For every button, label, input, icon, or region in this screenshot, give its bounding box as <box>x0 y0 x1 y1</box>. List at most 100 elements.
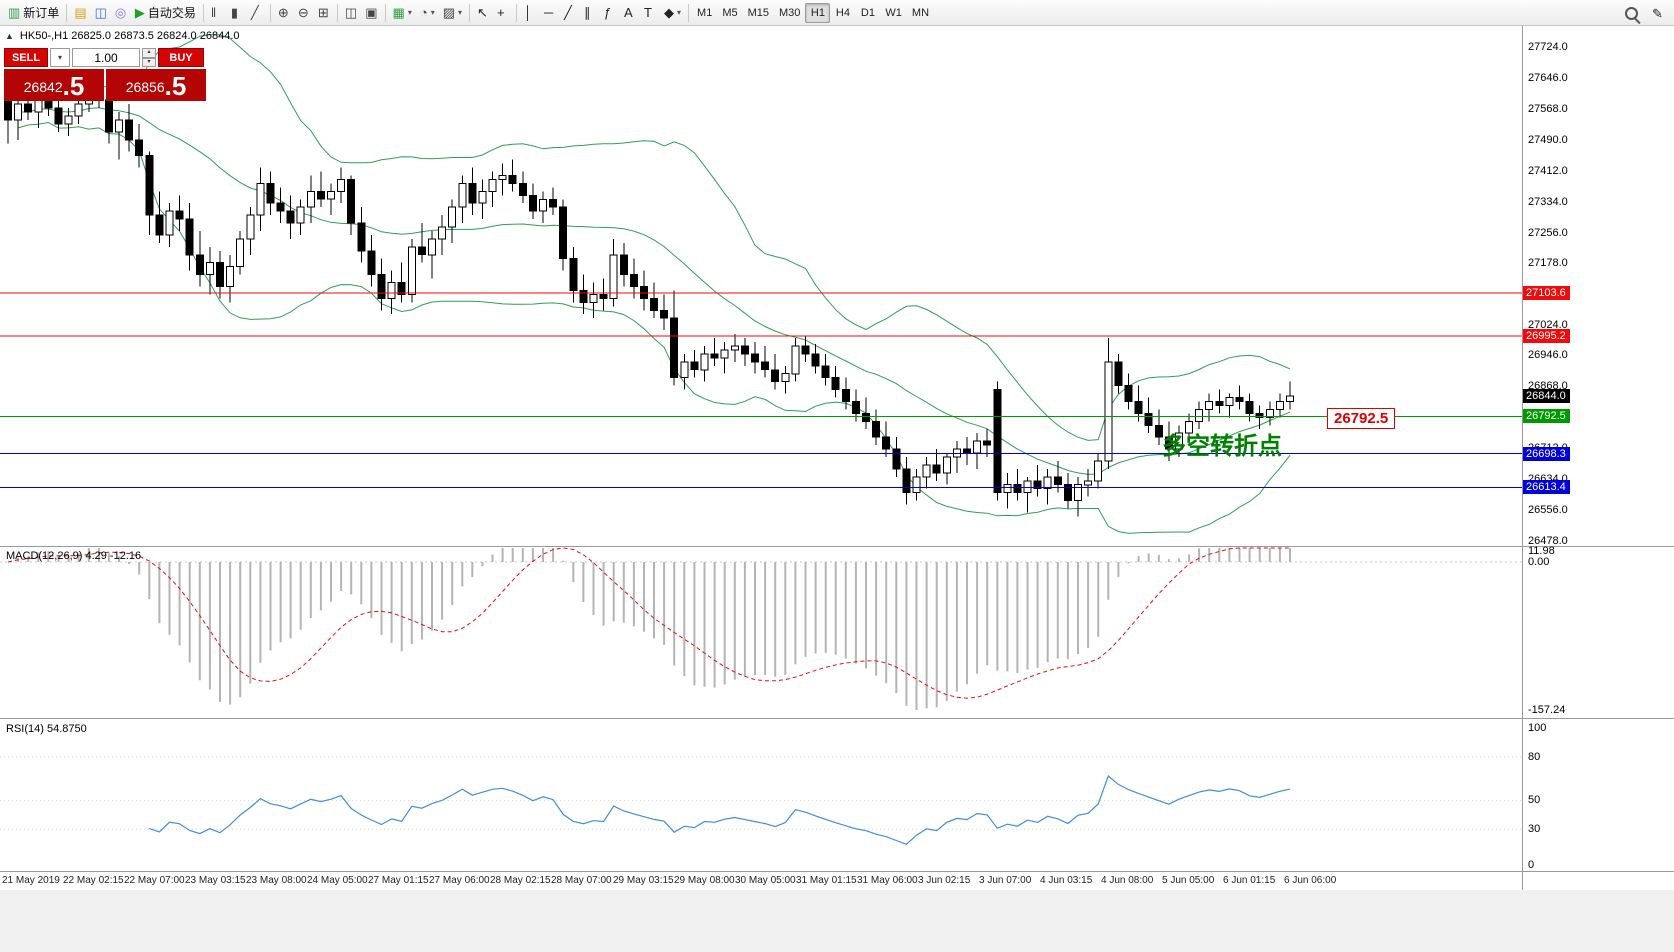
time-label: 29 May 08:00 <box>674 875 735 886</box>
candle <box>1185 420 1194 434</box>
sell-price-display[interactable]: 26842.5 <box>4 69 104 101</box>
candle <box>983 440 992 446</box>
order-type-dropdown[interactable]: ▾ <box>50 48 70 67</box>
price-tick: 27178.0 <box>1528 257 1568 270</box>
time-axis-separator <box>0 871 1674 872</box>
candle <box>791 345 800 375</box>
candle <box>226 266 235 287</box>
candle <box>1023 480 1032 494</box>
candle <box>942 456 951 474</box>
candle <box>1154 424 1163 438</box>
candle <box>539 198 547 212</box>
chart-periods-icon: ◔ <box>419 5 428 20</box>
timeframe-mn-button[interactable]: MN <box>907 3 934 23</box>
time-label: 23 May 03:15 <box>185 875 246 886</box>
cascade-windows-button[interactable]: ▣ <box>361 2 381 24</box>
chart-templates-button[interactable]: ▨ ▾ <box>439 2 466 24</box>
profiles-button[interactable]: ▤ <box>70 2 90 24</box>
text-label-button[interactable]: T <box>640 2 660 24</box>
horizontal-lines-layer[interactable] <box>0 292 1522 488</box>
line-chart-icon: ╱ <box>250 5 259 20</box>
candles-chart-icon: ▮ <box>230 5 239 20</box>
candle <box>851 401 860 414</box>
new-order-label: 新订单 <box>23 6 60 20</box>
line-chart-button[interactable]: ╱ <box>247 2 267 24</box>
candle <box>14 103 23 121</box>
new-order-icon: ▥ <box>8 5 21 20</box>
chart-templates-icon: ▨ <box>442 5 455 20</box>
volume-stepper[interactable]: ▴ ▾ <box>142 48 156 67</box>
candle <box>155 214 164 236</box>
timeframe-m5-button[interactable]: M5 <box>717 3 742 23</box>
candle <box>831 377 840 391</box>
equidistant-channel-button[interactable]: ∥ <box>580 2 600 24</box>
chart-canvas[interactable] <box>0 26 1522 871</box>
fibonacci-button[interactable]: ƒ <box>600 2 620 24</box>
bars-chart-button[interactable]: ‖ <box>207 2 227 24</box>
zoom-in-button[interactable]: ⊕ <box>274 2 294 24</box>
trendline-icon: ╱ <box>564 5 572 20</box>
zoom-out-icon: ⊖ <box>297 5 309 20</box>
timeframe-m15-button[interactable]: M15 <box>743 3 774 23</box>
search-button[interactable] <box>1621 2 1642 24</box>
arrows-button[interactable]: ◆ ▾ <box>660 2 685 24</box>
macd-panel-separator[interactable] <box>0 546 1674 547</box>
rsi-panel-separator[interactable] <box>0 718 1674 719</box>
candle <box>569 258 578 291</box>
navigator-button[interactable]: ◎ <box>111 2 131 24</box>
note-annotation-text[interactable]: 多空转折点 <box>1162 431 1282 460</box>
market-watch-button[interactable]: ◫ <box>91 2 111 24</box>
new-order-button[interactable]: ▥ 新订单 <box>4 2 63 24</box>
market-watch-icon: ◫ <box>94 5 107 20</box>
time-label: 27 May 06:00 <box>429 875 490 886</box>
horizontal-line-button[interactable]: ─ <box>540 2 560 24</box>
candle <box>438 226 447 240</box>
time-label: 3 Jun 07:00 <box>979 875 1032 886</box>
autotrading-icon: ▶ <box>134 5 145 20</box>
timeframe-m30-button[interactable]: M30 <box>774 3 805 23</box>
candles-chart-button[interactable]: ▮ <box>227 2 247 24</box>
price-annotation-label[interactable]: 26792.5 <box>1327 408 1396 429</box>
timeframe-w1-button[interactable]: W1 <box>880 3 907 23</box>
candle <box>44 99 53 109</box>
buy-button[interactable]: BUY <box>158 48 204 67</box>
buy-price-display[interactable]: 26856.5 <box>106 69 206 101</box>
text-button[interactable]: A <box>620 2 640 24</box>
new-chart-button[interactable]: ▦ ▾ <box>389 2 416 24</box>
candle <box>1094 460 1103 482</box>
candle <box>1195 408 1204 422</box>
candle <box>1235 397 1244 402</box>
vertical-line-icon: │ <box>524 5 533 20</box>
timeframe-d1-button[interactable]: D1 <box>855 3 880 23</box>
cursor-icon: ↖ <box>477 5 488 20</box>
zoom-out-button[interactable]: ⊖ <box>294 2 314 24</box>
cursor-button[interactable]: ↖ <box>473 2 493 24</box>
chevron-up-icon[interactable]: ▴ <box>142 48 156 58</box>
sell-button[interactable]: SELL <box>4 48 48 67</box>
chevron-down-icon[interactable]: ▾ <box>142 57 156 67</box>
candle <box>589 293 598 303</box>
autotrading-button[interactable]: ▶ 自动交易 <box>131 2 200 24</box>
vertical-line-button[interactable]: │ <box>520 2 540 24</box>
edit-button[interactable]: ✎ <box>1648 2 1668 24</box>
candle <box>932 464 941 474</box>
timeframe-h4-button[interactable]: H4 <box>830 3 855 23</box>
candle <box>175 210 184 220</box>
trendline-button[interactable]: ╱ <box>560 2 580 24</box>
volume-input[interactable] <box>72 48 140 67</box>
price-tick: 27646.0 <box>1528 71 1568 84</box>
crosshair-button[interactable]: + <box>493 2 513 24</box>
time-label: 23 May 08:00 <box>246 875 307 886</box>
macd-axis-label: 11.98 <box>1528 544 1555 557</box>
collapse-arrow-icon[interactable]: ▲ <box>5 31 14 41</box>
timeframe-m1-button[interactable]: M1 <box>692 3 717 23</box>
price-tag-26792.5: 26792.5 <box>1523 409 1570 424</box>
tile-windows-button[interactable]: ⊞ <box>314 2 334 24</box>
candle <box>1063 484 1072 502</box>
chart-periods-button[interactable]: ◔ ▾ <box>416 2 439 24</box>
timeframe-h1-button[interactable]: H1 <box>805 2 831 23</box>
arrange-windows-button[interactable]: ◫ <box>341 2 361 24</box>
time-label: 28 May 02:15 <box>490 875 551 886</box>
time-label: 3 Jun 02:15 <box>918 875 971 886</box>
candle <box>205 262 214 276</box>
